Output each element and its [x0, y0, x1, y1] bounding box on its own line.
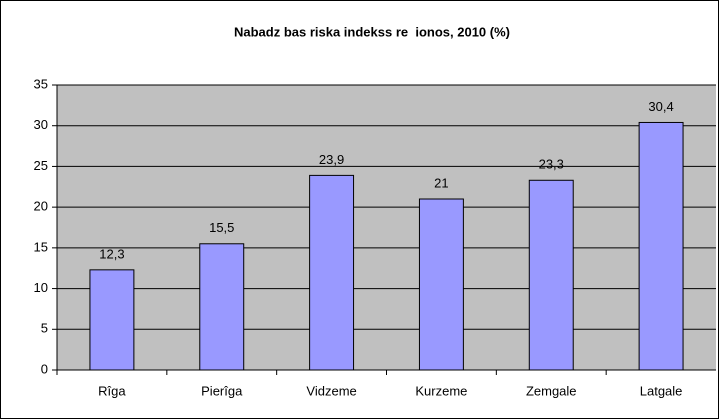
x-tick-label: Pierîga [201, 383, 243, 398]
data-label: 23,9 [319, 152, 344, 167]
x-tick-label: Latgale [640, 383, 683, 398]
data-label: 15,5 [209, 220, 234, 235]
data-label: 30,4 [648, 99, 673, 114]
chart-title: Nabadz bas riska indekss re ionos, 2010 … [234, 24, 510, 39]
y-tick-label: 15 [34, 239, 48, 254]
y-tick-label: 5 [41, 321, 48, 336]
bar [89, 269, 135, 371]
plot-area [57, 85, 716, 370]
data-label: 12,3 [99, 246, 124, 261]
data-label: 23,3 [539, 157, 564, 172]
bar [309, 174, 355, 371]
x-tick-label: Zemgale [526, 383, 577, 398]
x-tick-label: Rîga [98, 383, 126, 398]
y-tick-label: 35 [34, 76, 48, 91]
y-tick-label: 0 [41, 361, 48, 376]
x-tick-label: Vidzeme [306, 383, 356, 398]
y-tick-label: 30 [34, 117, 48, 132]
bar [418, 198, 464, 371]
bar [199, 243, 245, 371]
data-label: 21 [434, 175, 448, 190]
y-tick-label: 20 [34, 199, 48, 214]
y-tick-label: 25 [34, 158, 48, 173]
x-tick-label: Kurzeme [415, 383, 467, 398]
y-tick-label: 10 [34, 280, 48, 295]
bar [528, 179, 574, 371]
bar [638, 121, 684, 371]
